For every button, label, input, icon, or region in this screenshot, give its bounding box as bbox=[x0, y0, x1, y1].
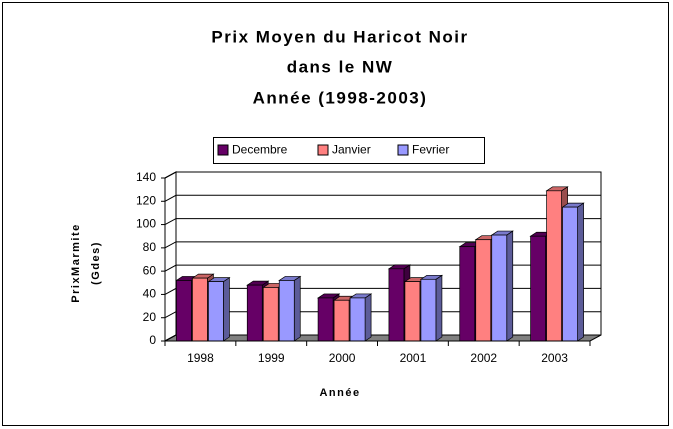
bar bbox=[459, 246, 476, 342]
bar bbox=[546, 190, 562, 342]
side-wall bbox=[164, 171, 177, 342]
legend-swatch bbox=[317, 144, 329, 156]
bar bbox=[176, 280, 192, 342]
y-tick-label: 60 bbox=[143, 263, 157, 277]
x-tick-label: 2003 bbox=[541, 351, 568, 365]
grid-line bbox=[164, 241, 601, 249]
bar bbox=[262, 287, 279, 342]
bar-side bbox=[506, 230, 514, 342]
bar bbox=[388, 268, 405, 342]
bar bbox=[420, 278, 437, 342]
grid-line bbox=[164, 287, 601, 295]
x-axis-title: Année bbox=[319, 387, 360, 399]
grid-line bbox=[164, 194, 601, 202]
chart-title: dans le NW bbox=[287, 57, 394, 76]
legend-label: Janvier bbox=[332, 143, 371, 157]
legend-swatch bbox=[217, 144, 229, 156]
legend-swatch bbox=[397, 144, 409, 156]
y-axis-title: PrixMarmite bbox=[70, 223, 82, 302]
bar-side bbox=[435, 274, 443, 342]
y-tick-label: 20 bbox=[143, 310, 157, 324]
x-tick-label: 1999 bbox=[258, 351, 285, 365]
y-tick-label: 0 bbox=[149, 333, 156, 347]
x-tick-label: 2000 bbox=[329, 351, 356, 365]
bar bbox=[349, 297, 366, 342]
grid-line bbox=[164, 311, 601, 319]
bar bbox=[246, 284, 263, 342]
chart-title: Année (1998-2003) bbox=[253, 88, 428, 107]
grid-line bbox=[164, 334, 601, 342]
bar bbox=[208, 281, 224, 342]
bar bbox=[404, 281, 421, 342]
y-tick-label: 140 bbox=[136, 170, 156, 184]
x-tick-label: 1998 bbox=[187, 351, 214, 365]
legend-label: Decembre bbox=[232, 143, 288, 157]
bar bbox=[278, 280, 295, 342]
x-tick-label: 2001 bbox=[400, 351, 427, 365]
bar bbox=[333, 299, 350, 342]
y-axis-title: (Gdes) bbox=[90, 241, 102, 285]
grid-line bbox=[164, 264, 601, 272]
grid-line bbox=[164, 171, 601, 179]
bar-side bbox=[223, 276, 230, 342]
y-tick-label: 40 bbox=[143, 287, 157, 301]
bar bbox=[475, 239, 492, 342]
bar bbox=[192, 277, 208, 342]
chart-title: Prix Moyen du Haricot Noir bbox=[211, 27, 468, 46]
y-tick-label: 120 bbox=[136, 193, 156, 207]
bar bbox=[317, 297, 334, 342]
y-tick-label: 80 bbox=[143, 240, 157, 254]
legend bbox=[213, 137, 485, 164]
bar-side bbox=[293, 275, 301, 342]
bar-side bbox=[364, 293, 372, 342]
bar bbox=[530, 235, 546, 342]
bar bbox=[491, 234, 508, 342]
bar-side bbox=[577, 202, 584, 342]
legend-label: Fevrier bbox=[412, 143, 449, 157]
grid-line bbox=[164, 218, 601, 226]
x-tick-label: 2002 bbox=[470, 351, 497, 365]
y-tick-label: 100 bbox=[136, 217, 156, 231]
bar bbox=[562, 206, 578, 342]
